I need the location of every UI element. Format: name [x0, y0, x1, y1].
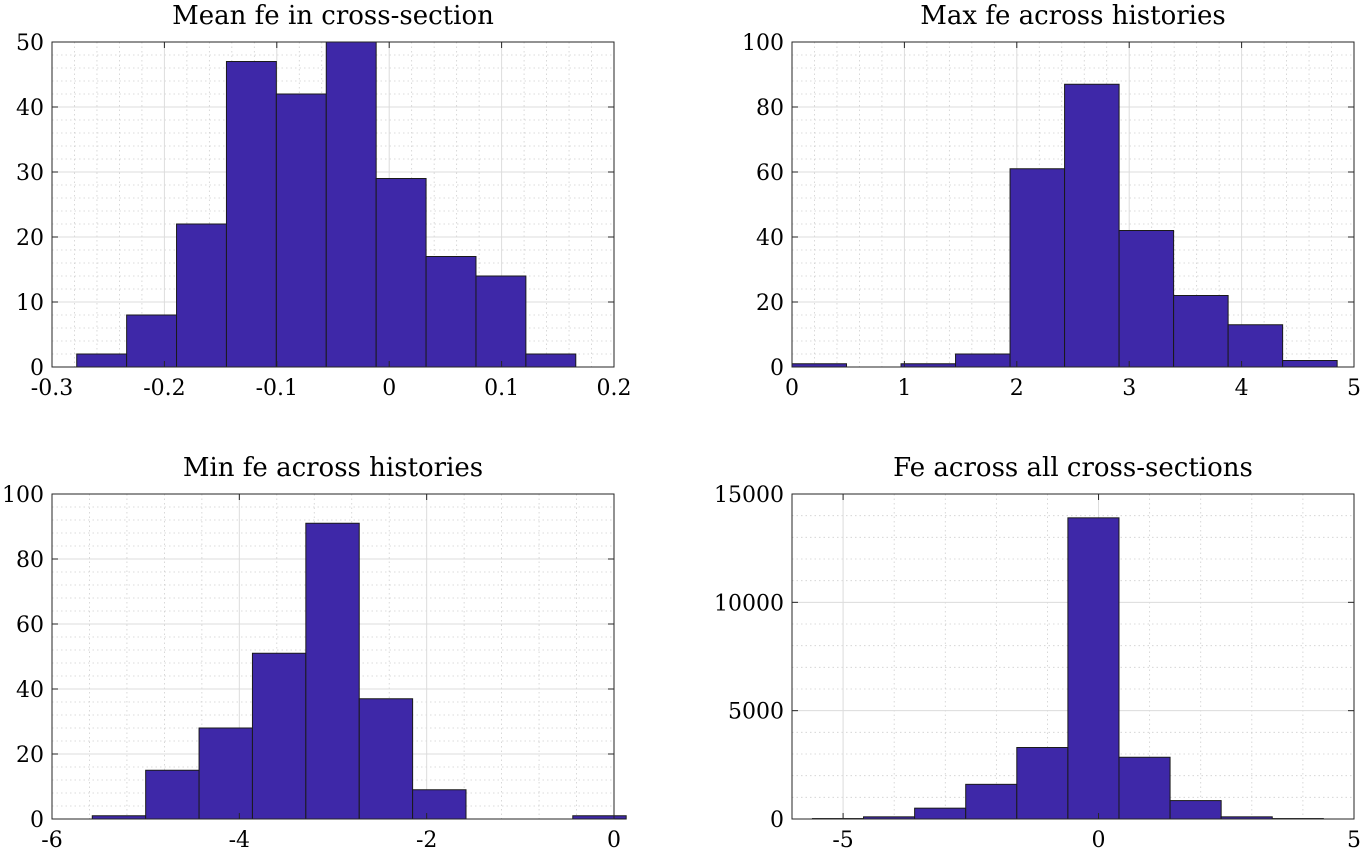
histogram-bar [251, 652, 307, 820]
bars [811, 517, 1324, 820]
histogram-bar [76, 353, 128, 368]
x-tick-label: -2 [416, 828, 437, 853]
y-tick-label: 0 [770, 356, 784, 381]
y-tick-label: 80 [756, 96, 784, 121]
histogram-bar [126, 314, 178, 368]
x-tick-label: -0.3 [31, 376, 73, 401]
bars [791, 83, 1338, 368]
histogram-bar [1016, 747, 1069, 820]
histogram-bar [375, 178, 427, 368]
histogram-bar [198, 727, 253, 820]
histogram-bar [1118, 756, 1171, 820]
y-tick-label: 0 [30, 808, 44, 833]
ticks: -0.3 -0.2 -0.1 0 0.1 0.2 0 10 20 30 40 50 [16, 31, 632, 401]
y-tick-label: 30 [16, 161, 44, 186]
subplot-max-fe: Max fe across histories 0 1 2 3 4 5 0 20 40 60 80 1… [742, 1, 1361, 401]
y-tick-label: 40 [756, 226, 784, 251]
y-tick-label: 50 [16, 31, 44, 56]
x-tick-label: 5 [1347, 376, 1361, 401]
y-tick-label: 20 [16, 743, 44, 768]
x-tick-label: 0.1 [484, 376, 519, 401]
x-tick-label: -5 [832, 828, 853, 853]
bars [91, 522, 627, 820]
histogram-bar [325, 41, 377, 368]
histogram-bar [176, 223, 227, 368]
y-tick-label: 15000 [714, 483, 784, 508]
histogram-bar [1282, 360, 1338, 368]
x-tick-label: -0.1 [256, 376, 298, 401]
x-tick-label: -0.2 [143, 376, 185, 401]
histogram-bar [145, 769, 200, 820]
bars [76, 41, 577, 368]
histogram-bar [1227, 324, 1284, 368]
subplot-mean-fe: Mean fe in cross-section -0.3 -0.2 -0.1 0 0.… [16, 1, 632, 401]
histogram-bar [914, 807, 967, 820]
y-tick-label: 0 [770, 808, 784, 833]
x-tick-label: -6 [41, 828, 62, 853]
chart-title: Fe across all cross-sections [893, 453, 1253, 483]
axes-frame [791, 493, 1355, 820]
y-tick-label: 10 [16, 291, 44, 316]
axes-frame [51, 41, 615, 368]
x-tick-label: 4 [1235, 376, 1249, 401]
y-tick-label: 60 [16, 613, 44, 638]
histogram-bar [1173, 295, 1229, 368]
y-tick-label: 10000 [714, 591, 784, 616]
histogram-bar [305, 522, 360, 820]
histogram-bar [965, 783, 1018, 820]
x-tick-label: 2 [1010, 376, 1024, 401]
histogram-bar [1118, 230, 1175, 368]
y-tick-label: 40 [16, 678, 44, 703]
histogram-bar [525, 353, 577, 368]
histogram-bar [1009, 168, 1066, 368]
histogram-bar [425, 256, 477, 368]
y-tick-label: 20 [16, 226, 44, 251]
y-tick-label: 0 [30, 356, 44, 381]
x-tick-label: 0 [382, 376, 396, 401]
histogram-bar [955, 353, 1011, 368]
x-tick-label: 0 [607, 828, 621, 853]
ticks: 0 1 2 3 4 5 0 20 40 60 80 100 [742, 31, 1361, 401]
y-tick-label: 100 [742, 31, 784, 56]
y-tick-label: 20 [756, 291, 784, 316]
histogram-bar [225, 61, 277, 368]
histogram-bar [1067, 517, 1120, 820]
chart-title: Mean fe in cross-section [172, 1, 494, 31]
x-tick-label: 1 [897, 376, 911, 401]
histogram-bar [1064, 83, 1120, 368]
histogram-bar [1169, 800, 1222, 820]
x-tick-label: -4 [229, 828, 250, 853]
histogram-bar [358, 698, 414, 820]
histogram-bar [275, 93, 327, 368]
y-tick-label: 40 [16, 96, 44, 121]
x-tick-label: 0 [785, 376, 799, 401]
y-tick-label: 100 [2, 483, 44, 508]
axes-frame [791, 41, 1355, 368]
histogram-bar [412, 789, 467, 820]
y-tick-label: 80 [16, 548, 44, 573]
x-tick-label: 0 [1092, 828, 1106, 853]
y-tick-label: 5000 [728, 700, 784, 725]
chart-title: Max fe across histories [920, 1, 1225, 31]
x-tick-label: 5 [1347, 828, 1361, 853]
chart-title: Min fe across histories [183, 453, 483, 483]
subplot-min-fe: Min fe across histories -6 -4 -2 0 0 20 40 60 80… [2, 453, 627, 853]
ticks: -5 0 5 0 5000 10000 15000 [714, 483, 1361, 853]
axes-frame [51, 493, 615, 820]
histogram-bar [475, 275, 527, 368]
x-tick-label: 3 [1122, 376, 1136, 401]
y-tick-label: 60 [756, 161, 784, 186]
x-tick-label: 0.2 [597, 376, 632, 401]
ticks: -6 -4 -2 0 0 20 40 60 80 100 [2, 483, 621, 853]
subplot-fe-all: Fe across all cross-sections -5 0 5 0 5000 10… [714, 453, 1361, 853]
